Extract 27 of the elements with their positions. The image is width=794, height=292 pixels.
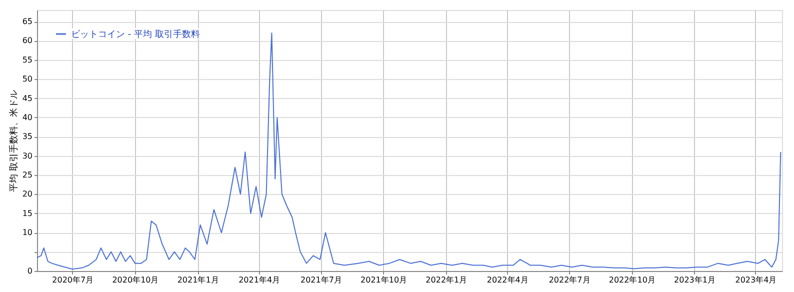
x-tick-label: 2022年1月 (426, 276, 468, 284)
x-tick-label: 2023年1月 (674, 276, 716, 284)
x-tick-label: 2021年7月 (300, 276, 342, 284)
y-tick-label: 40 (22, 112, 32, 122)
y-tick-label: 50 (22, 74, 32, 84)
x-tick-label: 2022年7月 (548, 276, 590, 284)
x-tick-label: 2020年10月 (112, 276, 159, 284)
y-tick-label: 60 (22, 36, 32, 46)
x-tick-label: 2023年4月 (735, 276, 777, 284)
x-tick-label: 2021年1月 (177, 276, 219, 284)
y-tick-label: 25 (22, 170, 32, 180)
y-tick-label: 55 (22, 55, 32, 64)
legend-label: ビットコイン - 平均 取引手数料 (71, 29, 200, 40)
x-tick-label: 2021年4月 (238, 276, 280, 284)
x-tick-label: 2022年4月 (486, 276, 528, 284)
y-tick-label: 10 (22, 228, 32, 238)
y-tick-label: 65 (22, 17, 32, 26)
y-tick-label: 30 (22, 151, 32, 160)
y-tick-label: 15 (22, 208, 32, 218)
x-tick-label: 2022年10月 (608, 276, 656, 284)
y-tick-label: 0 (27, 266, 32, 276)
y-axis-title: 平均 取引手数料、米ドル (8, 90, 20, 192)
x-tick-label: 2021年10月 (360, 276, 408, 284)
y-tick-label: 20 (22, 190, 32, 199)
y-tick-label: 45 (22, 94, 32, 103)
y-tick-label: 35 (22, 132, 32, 142)
x-tick-label: 2020年7月 (52, 276, 94, 284)
